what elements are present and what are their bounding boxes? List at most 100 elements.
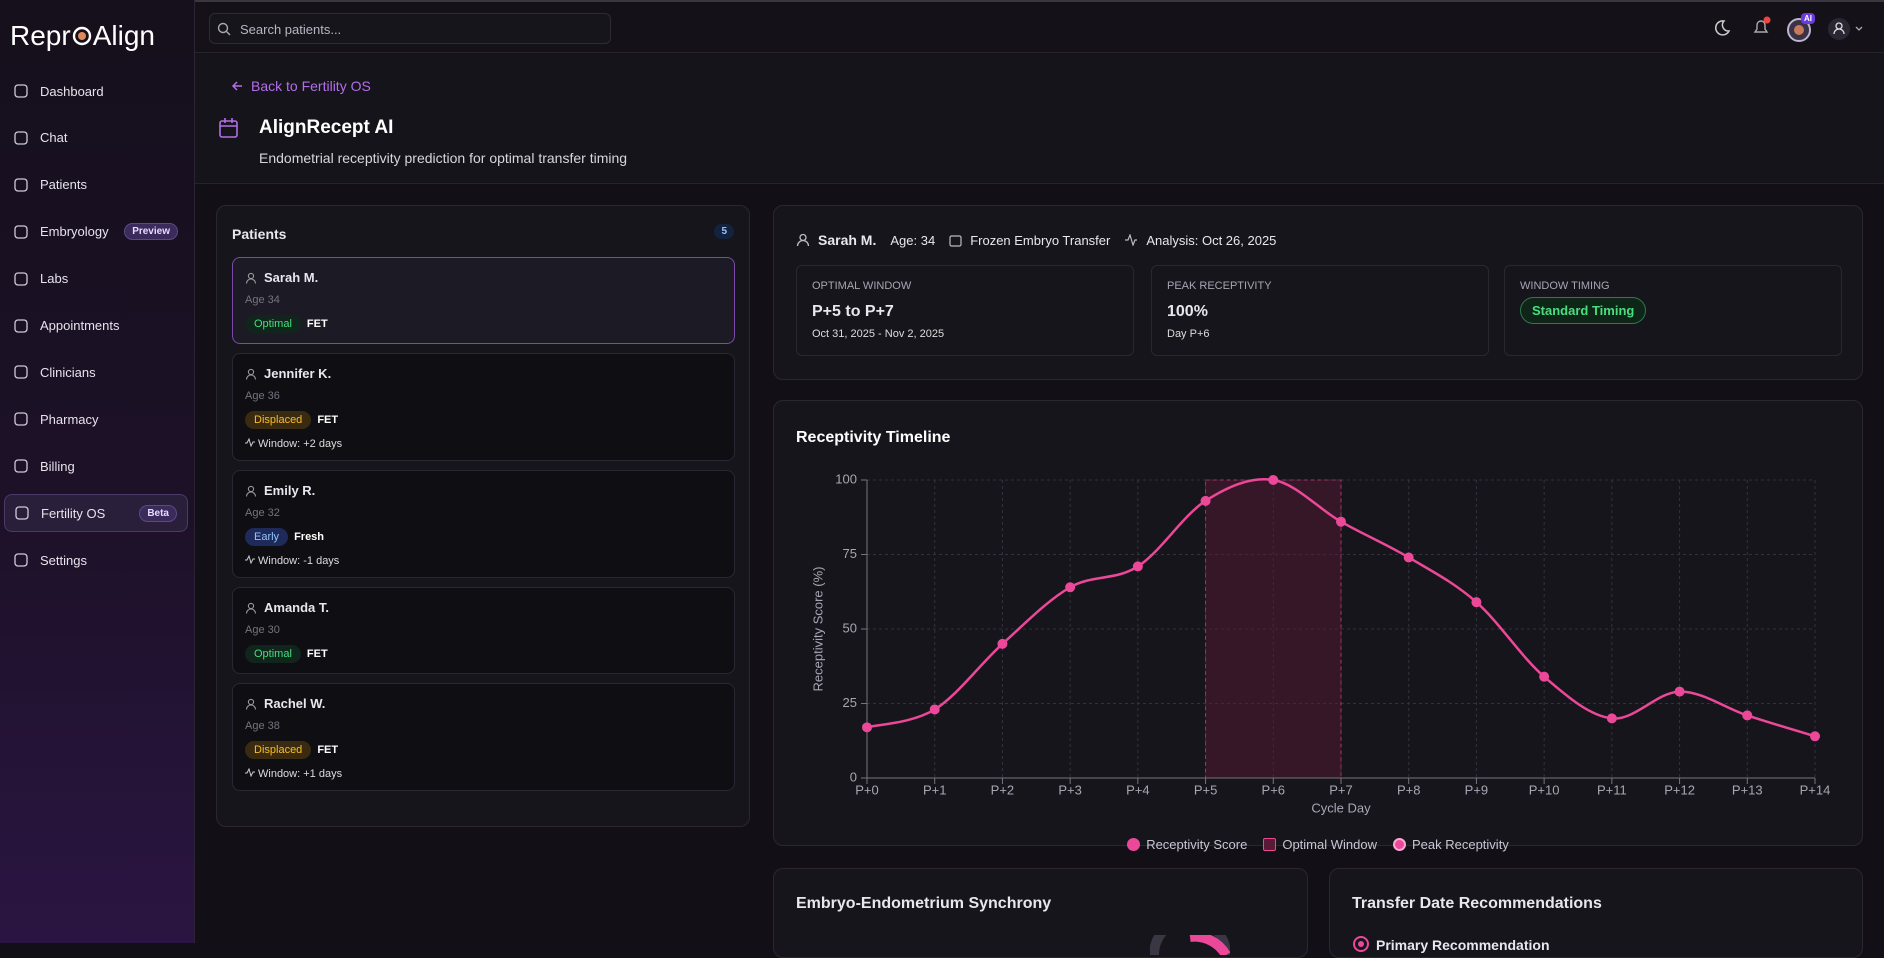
card-value: 100% bbox=[1167, 303, 1208, 320]
patient-name: Rachel W. bbox=[264, 696, 326, 711]
section-title: Transfer Date Recommendations bbox=[1352, 895, 1602, 912]
y-tick-label: 50 bbox=[843, 620, 857, 635]
tag-row: Displaced FET bbox=[245, 410, 722, 429]
notifications[interactable] bbox=[1750, 16, 1772, 38]
patient-age: Age 30 bbox=[245, 624, 280, 636]
nav-item[interactable]: Clinicians bbox=[4, 353, 188, 391]
nav-label: Patients bbox=[40, 177, 87, 193]
data-point bbox=[929, 704, 940, 715]
x-tick-label: P+9 bbox=[1465, 782, 1489, 797]
patient-card[interactable]: Rachel W. Age 38 Displaced FET Window: +1 da… bbox=[232, 683, 735, 791]
user-icon bbox=[245, 368, 257, 380]
card-note: Oct 31, 2025 - Nov 2, 2025 bbox=[812, 328, 945, 340]
synchrony-panel: Embryo-Endometrium Synchrony bbox=[773, 868, 1308, 958]
patient-card[interactable]: Sarah M. Age 34 Optimal FET bbox=[232, 257, 735, 344]
icon-shape bbox=[14, 225, 28, 239]
data-point bbox=[1200, 495, 1211, 506]
activity-icon bbox=[245, 437, 255, 448]
search-box[interactable]: Search patients... bbox=[209, 13, 611, 44]
window-row: Window: +1 days bbox=[245, 767, 722, 780]
theme-toggle[interactable] bbox=[1711, 18, 1731, 38]
icon-shape bbox=[14, 553, 28, 567]
primary-recommendation: Primary Recommendation bbox=[1376, 937, 1550, 953]
nav-item[interactable]: Patients bbox=[4, 166, 188, 204]
x-tick-label: P+14 bbox=[1800, 782, 1831, 797]
nav-item[interactable]: Embryology Preview bbox=[4, 213, 188, 251]
card-label: WINDOW TIMING bbox=[1520, 280, 1610, 292]
patient-name: Sarah M. bbox=[818, 232, 877, 248]
nav-item[interactable]: Dashboard bbox=[4, 72, 188, 110]
card-note: Day P+6 bbox=[1167, 328, 1210, 340]
summary-panel: Sarah M. Age: 34 Frozen Embryo Transfer … bbox=[773, 205, 1863, 380]
user-menu[interactable] bbox=[1827, 15, 1867, 43]
summary-row: Sarah M. Age: 34 Frozen Embryo Transfer … bbox=[796, 232, 1276, 248]
logo-text: Align bbox=[92, 20, 155, 51]
nav-icon bbox=[14, 225, 28, 239]
user-icon bbox=[796, 233, 810, 247]
logo[interactable]: Repr Align bbox=[10, 20, 155, 52]
patient-name: Amanda T. bbox=[264, 600, 330, 615]
nav-item[interactable]: Fertility OS Beta bbox=[4, 494, 188, 533]
nav-item[interactable]: Pharmacy bbox=[4, 400, 188, 438]
icon-shape bbox=[247, 272, 255, 279]
nav-icon bbox=[14, 84, 28, 98]
icon-shape bbox=[247, 485, 255, 492]
card-label: PEAK RECEPTIVITY bbox=[1167, 280, 1272, 292]
page-title: AlignRecept AI bbox=[259, 117, 394, 138]
window-text: Window: +2 days bbox=[258, 438, 343, 450]
nav-label: Settings bbox=[40, 552, 87, 568]
y-tick-label: 75 bbox=[843, 546, 857, 561]
status-tag: Optimal bbox=[245, 315, 301, 333]
nav-item[interactable]: Labs bbox=[4, 260, 188, 298]
y-tick-label: 0 bbox=[850, 769, 857, 784]
data-point bbox=[997, 638, 1008, 649]
legend-item: Peak Receptivity bbox=[1392, 837, 1509, 852]
patient-card[interactable]: Emily R. Age 32 Early Fresh Window: -1 days bbox=[232, 470, 735, 578]
transfer-type: Frozen Embryo Transfer bbox=[970, 232, 1111, 248]
icon-shape bbox=[245, 373, 257, 380]
patient-card[interactable]: Amanda T. Age 30 Optimal FET bbox=[232, 587, 735, 674]
patient-name-row: Rachel W. bbox=[245, 696, 722, 711]
legend-item: Optimal Window bbox=[1263, 837, 1377, 852]
ai-avatar[interactable] bbox=[1787, 15, 1817, 43]
back-link[interactable]: Back to Fertility OS bbox=[231, 78, 371, 94]
user-icon bbox=[245, 272, 257, 284]
card-value: P+5 to P+7 bbox=[812, 303, 894, 320]
icon-shape bbox=[14, 131, 28, 145]
transfer-type: FET bbox=[317, 414, 339, 426]
x-tick-label: P+8 bbox=[1397, 782, 1421, 797]
window-row: Window: -1 days bbox=[245, 554, 722, 567]
nav-badge: Beta bbox=[139, 504, 177, 522]
patient-card[interactable]: Jennifer K. Age 36 Displaced FET Window: +2 … bbox=[232, 353, 735, 461]
x-tick-label: P+3 bbox=[1058, 782, 1082, 797]
nav-item[interactable]: Billing bbox=[4, 447, 188, 485]
summary-card: WINDOW TIMING Standard Timing bbox=[1504, 265, 1842, 356]
nav-label: Clinicians bbox=[40, 364, 96, 380]
nav-icon bbox=[14, 412, 28, 426]
nav-item[interactable]: Appointments bbox=[4, 307, 188, 345]
chart: Receptivity Timeline 0 25 50 75 100 P+0 P+1 P+2… bbox=[796, 429, 1831, 815]
synchrony-gauge bbox=[1150, 935, 1230, 955]
chart-title: Receptivity Timeline bbox=[796, 429, 951, 446]
y-tick-label: 100 bbox=[835, 471, 857, 486]
patient-name: Emily R. bbox=[264, 483, 316, 498]
nav-item[interactable]: Chat bbox=[4, 119, 188, 157]
activity-icon bbox=[245, 767, 255, 778]
y-axis-label: Receptivity Score (%) bbox=[810, 567, 825, 692]
window-text: Window: +1 days bbox=[258, 768, 343, 780]
status-tag: Early bbox=[245, 528, 289, 546]
nav-label: Fertility OS bbox=[41, 505, 106, 521]
tag-row: Displaced FET bbox=[245, 740, 722, 759]
analysis-date: Analysis: Oct 26, 2025 bbox=[1146, 232, 1277, 248]
x-tick-label: P+5 bbox=[1194, 782, 1218, 797]
search-icon bbox=[217, 22, 231, 36]
nav-label: Embryology bbox=[40, 224, 109, 240]
panel-title: Patients bbox=[232, 226, 287, 242]
icon-shape bbox=[245, 607, 257, 614]
tag-row: Early Fresh bbox=[245, 527, 722, 546]
legend-item: Receptivity Score bbox=[1127, 837, 1247, 852]
nav-icon bbox=[14, 459, 28, 473]
patient-age: Age: 34 bbox=[890, 232, 936, 248]
nav-item[interactable]: Settings bbox=[4, 541, 188, 579]
